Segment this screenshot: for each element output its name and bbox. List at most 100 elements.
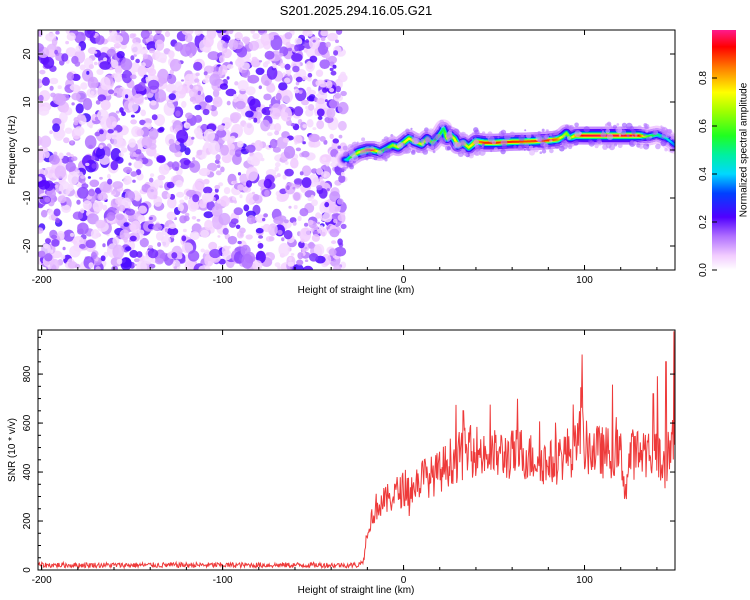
- noise-speckle: [74, 263, 81, 269]
- noise-speckle: [94, 131, 101, 137]
- noise-speckle: [235, 224, 241, 229]
- noise-speckle: [88, 64, 94, 70]
- noise-speckle: [207, 162, 218, 172]
- noise-speckle: [281, 237, 285, 242]
- noise-speckle: [215, 170, 222, 176]
- noise-speckle: [279, 52, 284, 57]
- noise-speckle: [60, 254, 66, 260]
- noise-speckle: [71, 102, 75, 106]
- noise-speckle: [179, 43, 192, 57]
- noise-speckle: [245, 110, 254, 118]
- noise-speckle: [111, 133, 123, 148]
- noise-speckle: [111, 265, 118, 270]
- noise-speckle: [146, 186, 158, 200]
- noise-speckle: [158, 126, 165, 132]
- noise-speckle: [65, 40, 69, 45]
- noise-speckle: [287, 261, 295, 267]
- noise-speckle: [203, 186, 213, 194]
- ridge-halo: [513, 145, 517, 149]
- noise-speckle: [94, 187, 102, 195]
- ridge-halo: [526, 133, 532, 139]
- noise-speckle: [274, 262, 281, 268]
- noise-speckle: [329, 228, 340, 238]
- noise-speckle: [297, 215, 302, 222]
- noise-speckle: [44, 196, 51, 203]
- noise-speckle: [299, 171, 304, 176]
- noise-speckle: [52, 123, 60, 132]
- noise-speckle: [252, 260, 263, 270]
- noise-speckle: [82, 155, 94, 168]
- noise-speckle: [181, 235, 187, 242]
- ridge-halo: [518, 134, 525, 141]
- snr-panel: -200 -100 0 100 0 200 400 600 800 Height of stra…: [7, 329, 676, 596]
- noise-speckle: [322, 156, 327, 162]
- noise-speckle: [154, 39, 165, 51]
- ridge-halo: [351, 154, 359, 162]
- noise-speckle: [326, 188, 330, 192]
- ridge-halo: [460, 131, 467, 138]
- noise-speckle: [329, 61, 335, 67]
- noise-speckle: [274, 130, 280, 136]
- noise-speckle: [137, 65, 147, 77]
- noise-speckle: [49, 169, 54, 174]
- noise-speckle: [189, 231, 200, 241]
- noise-speckle: [170, 234, 175, 239]
- noise-speckle: [334, 92, 341, 99]
- noise-speckle: [321, 171, 331, 179]
- noise-speckle: [308, 36, 320, 50]
- noise-speckle: [79, 171, 83, 175]
- noise-speckle: [264, 80, 270, 87]
- y-tick-label: -20: [22, 238, 33, 253]
- noise-speckle: [200, 248, 205, 253]
- ridge-halo: [670, 133, 675, 139]
- noise-speckle: [128, 162, 132, 166]
- noise-speckle: [144, 96, 148, 100]
- noise-speckle: [171, 252, 178, 259]
- noise-speckle: [123, 222, 129, 227]
- ridge-halo: [430, 145, 435, 150]
- noise-speckle: [307, 197, 313, 202]
- noise-speckle: [320, 30, 329, 37]
- noise-speckle: [246, 166, 258, 182]
- noise-speckle: [183, 215, 190, 222]
- noise-speckle: [208, 140, 220, 155]
- noise-speckle: [148, 68, 157, 77]
- noise-speckle: [70, 140, 74, 144]
- noise-speckle: [168, 223, 177, 230]
- noise-speckle: [175, 110, 181, 117]
- noise-speckle: [322, 211, 333, 223]
- noise-speckle: [290, 253, 295, 256]
- ridge-halo: [541, 128, 545, 132]
- y-tick-label: 10: [22, 96, 33, 108]
- noise-speckle: [121, 70, 133, 84]
- noise-speckle: [40, 135, 52, 148]
- noise-speckle: [295, 81, 300, 86]
- noise-speckle: [253, 111, 263, 120]
- noise-speckle: [130, 171, 138, 177]
- noise-speckle: [316, 98, 326, 105]
- noise-speckle: [41, 76, 50, 86]
- ridge-halo: [342, 145, 348, 151]
- noise-speckle: [340, 71, 346, 79]
- noise-speckle: [233, 97, 238, 103]
- noise-speckle: [90, 251, 97, 260]
- noise-speckle: [191, 223, 202, 234]
- noise-speckle: [49, 77, 59, 85]
- noise-speckle: [194, 30, 202, 36]
- noise-speckle: [226, 64, 234, 70]
- noise-speckle: [38, 150, 46, 161]
- ridge-halo: [606, 121, 612, 127]
- noise-speckle: [301, 99, 309, 106]
- noise-speckle: [184, 195, 189, 201]
- noise-speckle: [319, 59, 331, 69]
- ridge-halo: [402, 147, 409, 154]
- noise-speckle: [311, 234, 320, 242]
- noise-speckle: [110, 160, 119, 171]
- noise-speckle: [336, 198, 344, 205]
- noise-speckle: [276, 193, 288, 202]
- noise-speckle: [284, 63, 291, 70]
- noise-speckle: [293, 178, 303, 185]
- noise-speckle: [286, 185, 290, 191]
- noise-speckle: [258, 235, 264, 239]
